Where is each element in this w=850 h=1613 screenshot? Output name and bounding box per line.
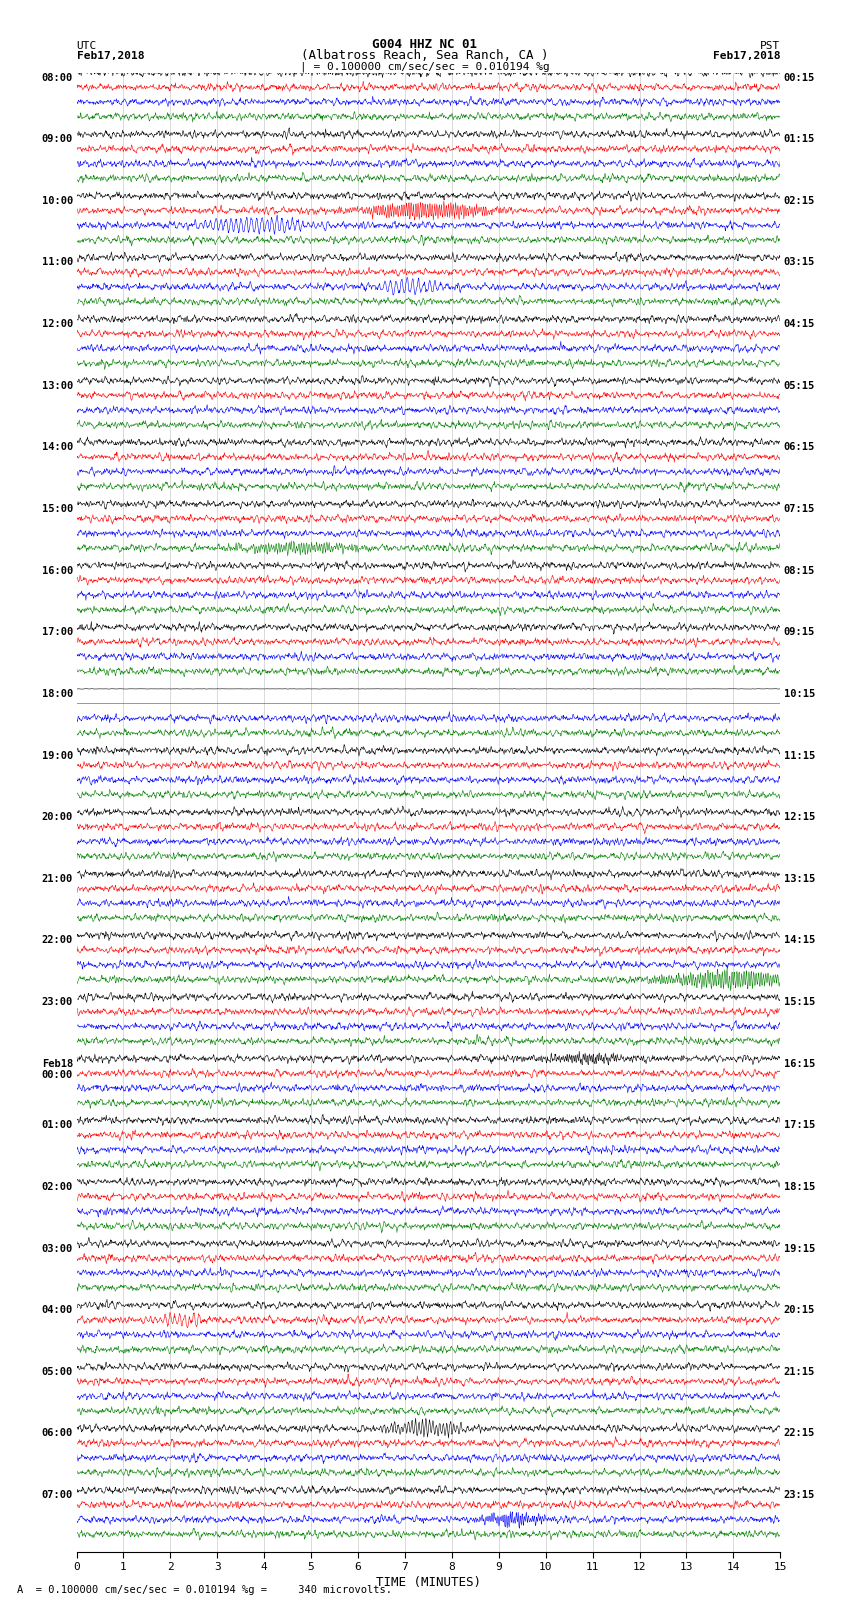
Text: 00:15: 00:15 <box>784 73 815 82</box>
Text: 12:00: 12:00 <box>42 319 73 329</box>
Text: 17:15: 17:15 <box>784 1121 815 1131</box>
Text: 11:15: 11:15 <box>784 750 815 760</box>
Text: Feb17,2018: Feb17,2018 <box>76 52 144 61</box>
Text: 15:00: 15:00 <box>42 503 73 515</box>
Text: 09:15: 09:15 <box>784 627 815 637</box>
Text: Feb18
00:00: Feb18 00:00 <box>42 1058 73 1081</box>
Text: 01:00: 01:00 <box>42 1121 73 1131</box>
Text: Feb17,2018: Feb17,2018 <box>713 52 780 61</box>
Text: 10:15: 10:15 <box>784 689 815 698</box>
Text: 06:00: 06:00 <box>42 1429 73 1439</box>
Text: 23:15: 23:15 <box>784 1490 815 1500</box>
Text: 16:00: 16:00 <box>42 566 73 576</box>
Text: 06:15: 06:15 <box>784 442 815 452</box>
Text: 13:00: 13:00 <box>42 381 73 390</box>
Text: 13:15: 13:15 <box>784 874 815 884</box>
Text: 23:00: 23:00 <box>42 997 73 1007</box>
Text: G004 HHZ NC 01: G004 HHZ NC 01 <box>372 37 478 50</box>
Text: 04:15: 04:15 <box>784 319 815 329</box>
Text: 18:15: 18:15 <box>784 1182 815 1192</box>
Text: 02:00: 02:00 <box>42 1182 73 1192</box>
Text: (Albatross Reach, Sea Ranch, CA ): (Albatross Reach, Sea Ranch, CA ) <box>301 48 549 63</box>
Text: 12:15: 12:15 <box>784 813 815 823</box>
Text: 09:00: 09:00 <box>42 134 73 144</box>
Text: 20:15: 20:15 <box>784 1305 815 1315</box>
Text: 04:00: 04:00 <box>42 1305 73 1315</box>
Text: 22:00: 22:00 <box>42 936 73 945</box>
Text: 17:00: 17:00 <box>42 627 73 637</box>
Text: UTC: UTC <box>76 40 97 50</box>
Text: 08:15: 08:15 <box>784 566 815 576</box>
Text: 01:15: 01:15 <box>784 134 815 144</box>
Text: 14:00: 14:00 <box>42 442 73 452</box>
Text: 16:15: 16:15 <box>784 1058 815 1069</box>
Text: 15:15: 15:15 <box>784 997 815 1007</box>
Text: | = 0.100000 cm/sec/sec = 0.010194 %g: | = 0.100000 cm/sec/sec = 0.010194 %g <box>300 61 550 71</box>
Text: 05:15: 05:15 <box>784 381 815 390</box>
Text: A  = 0.100000 cm/sec/sec = 0.010194 %g =     340 microvolts.: A = 0.100000 cm/sec/sec = 0.010194 %g = … <box>17 1586 392 1595</box>
Text: 22:15: 22:15 <box>784 1429 815 1439</box>
Text: 08:00: 08:00 <box>42 73 73 82</box>
Text: 07:15: 07:15 <box>784 503 815 515</box>
Text: 11:00: 11:00 <box>42 258 73 268</box>
Text: 14:15: 14:15 <box>784 936 815 945</box>
Text: 18:00: 18:00 <box>42 689 73 698</box>
Text: 10:00: 10:00 <box>42 195 73 206</box>
Text: 19:15: 19:15 <box>784 1244 815 1253</box>
Text: 05:00: 05:00 <box>42 1366 73 1378</box>
Text: 03:15: 03:15 <box>784 258 815 268</box>
Text: 02:15: 02:15 <box>784 195 815 206</box>
Text: 21:00: 21:00 <box>42 874 73 884</box>
Text: 19:00: 19:00 <box>42 750 73 760</box>
Text: 20:00: 20:00 <box>42 813 73 823</box>
Text: 21:15: 21:15 <box>784 1366 815 1378</box>
Text: 07:00: 07:00 <box>42 1490 73 1500</box>
X-axis label: TIME (MINUTES): TIME (MINUTES) <box>376 1576 481 1589</box>
Text: PST: PST <box>760 40 780 50</box>
Text: 03:00: 03:00 <box>42 1244 73 1253</box>
